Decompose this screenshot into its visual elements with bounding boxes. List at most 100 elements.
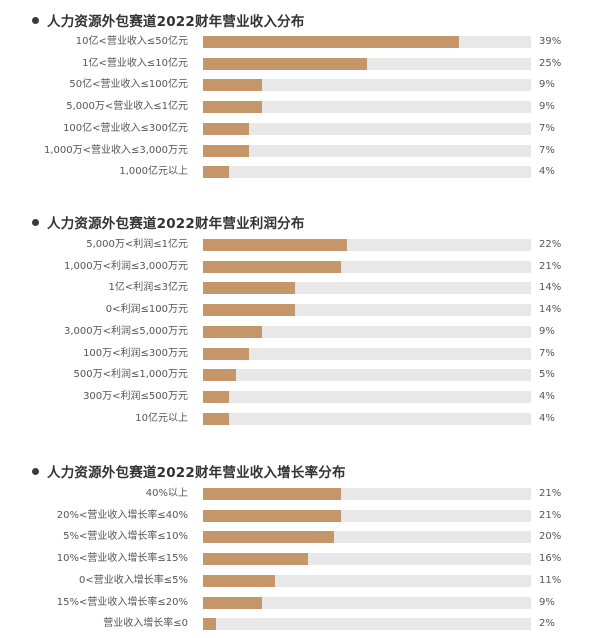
bar-track [203,412,531,425]
value-label: 21% [539,509,562,521]
value-label: 7% [539,122,555,134]
value-label: 21% [539,260,562,272]
category-label: 100亿<营业收入≤300亿元 [63,122,188,134]
bar-track [203,509,531,522]
bar-track [203,166,531,179]
bar-track [203,574,531,587]
category-label: 5,000万<利润≤1亿元 [86,239,188,250]
chart-title-3: 人力资源外包赛道2022财年营业收入增长率分布 [32,461,346,481]
chart-title-text: 人力资源外包赛道2022财年营业收入分布 [47,14,305,30]
bar [203,239,348,251]
bar-row: 1,000万<利润≤3,000万元 21% [0,260,600,274]
bar-row: 40%以上 21% [0,487,600,501]
bar [203,325,263,338]
bar-track [203,57,531,70]
category-label: 300万<利润≤500万元 [83,390,188,402]
bar-row: 1,000万<营业收入≤3,000万元 7% [0,144,600,158]
bullet-dot-icon [32,219,39,226]
bar-track [203,282,531,295]
category-label: 0<营业收入增长率≤5% [79,574,188,586]
category-label: 1,000万<利润≤3,000万元 [63,260,188,272]
value-label: 9% [539,596,555,608]
bar-track [203,79,531,92]
bar [203,509,341,522]
value-label: 7% [539,347,555,359]
bar-row: 20%<营业收入增长率≤40% 21% [0,509,600,523]
category-label: 20%<营业收入增长率≤40% [56,509,188,521]
bar-row: 500万<利润≤1,000万元 5% [0,368,600,382]
bar-track [203,304,531,317]
bar-track [203,144,531,157]
bar [203,574,276,587]
value-label: 22% [539,239,562,250]
bar [203,488,341,500]
value-label: 9% [539,79,555,91]
bar [203,618,217,631]
bullet-dot-icon [32,468,39,475]
category-label: 10亿<营业收入≤50亿元 [75,36,188,47]
bar-track [203,347,531,360]
bar-track [203,101,531,114]
value-label: 25% [539,57,562,69]
bar-row: 1,000亿元以上 4% [0,165,600,179]
bar-track [203,36,531,48]
value-label: 14% [539,282,562,294]
bar-row: 3,000万<利润≤5,000万元 9% [0,325,600,339]
bullet-dot-icon [32,17,39,24]
bar-row: 100亿<营业收入≤300亿元 7% [0,122,600,136]
category-label: 100万<利润≤300万元 [83,347,188,359]
bar [203,304,295,317]
bar-row: 10亿<营业收入≤50亿元 39% [0,35,600,49]
bar [203,79,263,92]
category-label: 0<利润≤100万元 [105,304,188,316]
bar [203,144,249,157]
value-label: 16% [539,553,562,565]
value-label: 11% [539,574,562,586]
bar-track [203,553,531,566]
value-label: 39% [539,36,562,47]
bar-track [203,325,531,338]
bar-track [203,488,531,500]
bar [203,101,263,114]
category-label: 5,000万<营业收入≤1亿元 [66,101,188,113]
value-label: 20% [539,531,562,543]
chart-title-2: 人力资源外包赛道2022财年营业利润分布 [32,212,305,232]
category-label: 10亿元以上 [135,412,188,424]
bar [203,412,230,425]
value-label: 7% [539,144,555,156]
bar [203,390,230,403]
bar [203,596,263,609]
value-label: 5% [539,369,555,381]
bar-row: 10%<营业收入增长率≤15% 16% [0,552,600,566]
value-label: 9% [539,325,555,337]
bar [203,122,249,135]
category-label: 3,000万<利润≤5,000万元 [63,325,188,337]
bar-track [203,369,531,382]
bar [203,36,459,48]
category-label: 1亿<利润≤3亿元 [108,282,188,294]
bar-track [203,596,531,609]
bar-row: 5%<营业收入增长率≤10% 20% [0,530,600,544]
chart-title-1: 人力资源外包赛道2022财年营业收入分布 [32,10,305,30]
bar-track [203,390,531,403]
bar-row: 5,000万<营业收入≤1亿元 9% [0,100,600,114]
category-label: 50亿<营业收入≤100亿元 [69,79,188,91]
bar [203,260,341,273]
category-label: 1,000亿元以上 [119,166,188,178]
category-label: 1亿<营业收入≤10亿元 [82,57,188,69]
category-label: 15%<营业收入增长率≤20% [56,596,188,608]
bar [203,553,308,566]
bar-track [203,239,531,251]
bar-row: 1亿<营业收入≤10亿元 25% [0,57,600,71]
value-label: 14% [539,304,562,316]
bar [203,282,295,295]
category-label: 10%<营业收入增长率≤15% [56,553,188,565]
bar-row: 5,000万<利润≤1亿元 22% [0,238,600,252]
bar-row: 0<营业收入增长率≤5% 11% [0,574,600,588]
value-label: 9% [539,101,555,113]
bar [203,347,249,360]
bar-row: 0<利润≤100万元 14% [0,303,600,317]
category-label: 1,000万<营业收入≤3,000万元 [43,144,188,156]
chart-title-text: 人力资源外包赛道2022财年营业利润分布 [47,216,305,232]
bar-row: 50亿<营业收入≤100亿元 9% [0,78,600,92]
